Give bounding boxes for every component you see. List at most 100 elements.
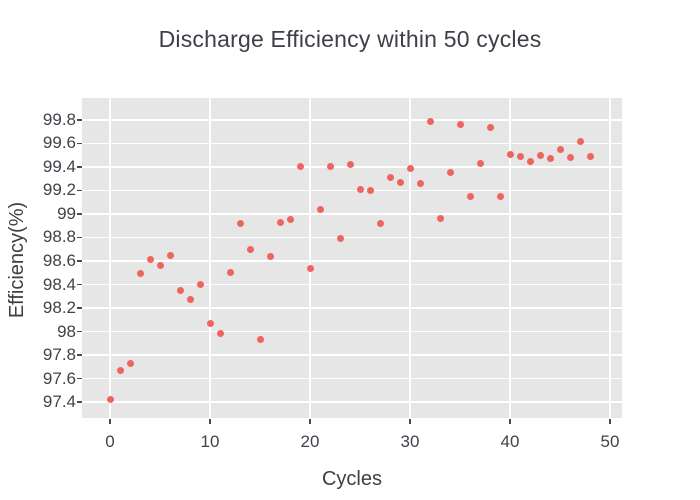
data-point: [526, 157, 534, 165]
x-tick-label: 40: [500, 432, 520, 451]
data-point: [166, 251, 174, 259]
x-tick-mark: [409, 419, 411, 424]
y-gridline: [82, 142, 622, 145]
y-tick-label: 98.8: [42, 227, 76, 247]
y-tick-label: 99: [57, 203, 76, 223]
x-tick-label: 30: [400, 432, 420, 451]
y-gridline: [82, 401, 622, 403]
data-point: [556, 145, 564, 153]
x-gridline: [109, 98, 111, 418]
y-tick-label: 99.2: [42, 180, 76, 200]
data-point: [176, 286, 184, 294]
data-point: [146, 256, 154, 264]
data-point: [366, 186, 374, 194]
data-point: [286, 216, 294, 224]
data-point: [256, 336, 264, 344]
y-gridline: [82, 307, 622, 309]
data-point: [436, 215, 444, 223]
y-tick-mark: [77, 260, 82, 262]
data-point: [396, 178, 404, 186]
data-point: [576, 137, 584, 145]
x-gridline: [609, 98, 611, 418]
x-tick-label: 50: [600, 432, 620, 451]
data-point: [326, 163, 334, 171]
x-tick-label: 20: [300, 432, 320, 451]
y-tick-mark: [77, 166, 82, 168]
y-tick-label: 98.6: [42, 250, 76, 270]
y-gridline: [82, 189, 622, 192]
data-point: [116, 366, 124, 374]
data-point: [346, 161, 354, 169]
data-point: [426, 117, 434, 125]
data-point: [316, 205, 324, 213]
y-tick-mark: [77, 213, 82, 215]
y-gridline: [82, 330, 622, 333]
data-point: [486, 123, 494, 131]
x-gridline: [209, 98, 211, 418]
y-tick-mark: [77, 307, 82, 309]
data-point: [386, 174, 394, 182]
y-gridline: [82, 236, 622, 239]
data-point: [476, 159, 484, 167]
y-tick-mark: [77, 401, 82, 403]
x-tick-label: 0: [105, 432, 115, 451]
data-point: [356, 185, 364, 193]
y-gridline: [82, 377, 622, 380]
y-tick-mark: [77, 354, 82, 356]
plot-area[interactable]: [82, 98, 622, 418]
data-point: [226, 269, 234, 277]
data-point: [416, 179, 424, 187]
data-point: [506, 150, 514, 158]
data-point: [216, 330, 224, 338]
data-point: [566, 154, 574, 162]
data-point: [186, 296, 194, 304]
y-tick-mark: [77, 142, 82, 145]
data-point: [106, 396, 114, 404]
y-gridline: [82, 213, 622, 215]
y-tick-mark: [77, 236, 82, 239]
y-tick-label: 97.4: [42, 392, 76, 412]
x-tick-label: 10: [200, 432, 220, 451]
y-tick-mark: [77, 330, 82, 333]
y-tick-label: 98: [57, 321, 76, 341]
y-tick-label: 98.2: [42, 298, 76, 317]
data-point: [536, 151, 544, 159]
y-tick-label: 99.8: [42, 109, 76, 129]
y-tick-mark: [77, 119, 82, 121]
data-point: [206, 319, 214, 327]
data-point: [466, 192, 474, 200]
data-point: [126, 359, 134, 367]
data-point: [336, 235, 344, 243]
data-point: [266, 252, 274, 260]
y-gridline: [82, 354, 622, 356]
x-tick-mark: [609, 419, 611, 424]
y-tick-mark: [77, 377, 82, 380]
x-gridline: [509, 98, 511, 418]
data-point: [156, 262, 164, 270]
y-tick-label: 99.6: [42, 133, 76, 153]
y-gridline: [82, 119, 622, 121]
y-tick-label: 98.4: [42, 274, 76, 294]
y-tick-label: 99.4: [42, 156, 76, 176]
data-point: [546, 155, 554, 163]
x-tick-mark: [109, 419, 111, 424]
x-tick-mark: [509, 419, 511, 424]
y-gridline: [82, 283, 622, 286]
data-point: [246, 245, 254, 253]
data-point: [196, 281, 204, 288]
x-tick-mark: [209, 419, 211, 424]
y-tick-label: 97.8: [42, 345, 76, 364]
data-point: [276, 218, 284, 226]
data-point: [406, 164, 414, 172]
data-point: [456, 121, 464, 129]
data-point: [496, 192, 504, 200]
y-tick-label: 97.6: [42, 368, 76, 388]
data-point: [236, 219, 244, 227]
data-point: [136, 270, 144, 278]
y-gridline: [82, 260, 622, 262]
x-axis-title: Cycles: [321, 468, 382, 490]
x-tick-mark: [309, 419, 311, 424]
data-point: [586, 152, 594, 160]
data-point: [296, 163, 304, 171]
